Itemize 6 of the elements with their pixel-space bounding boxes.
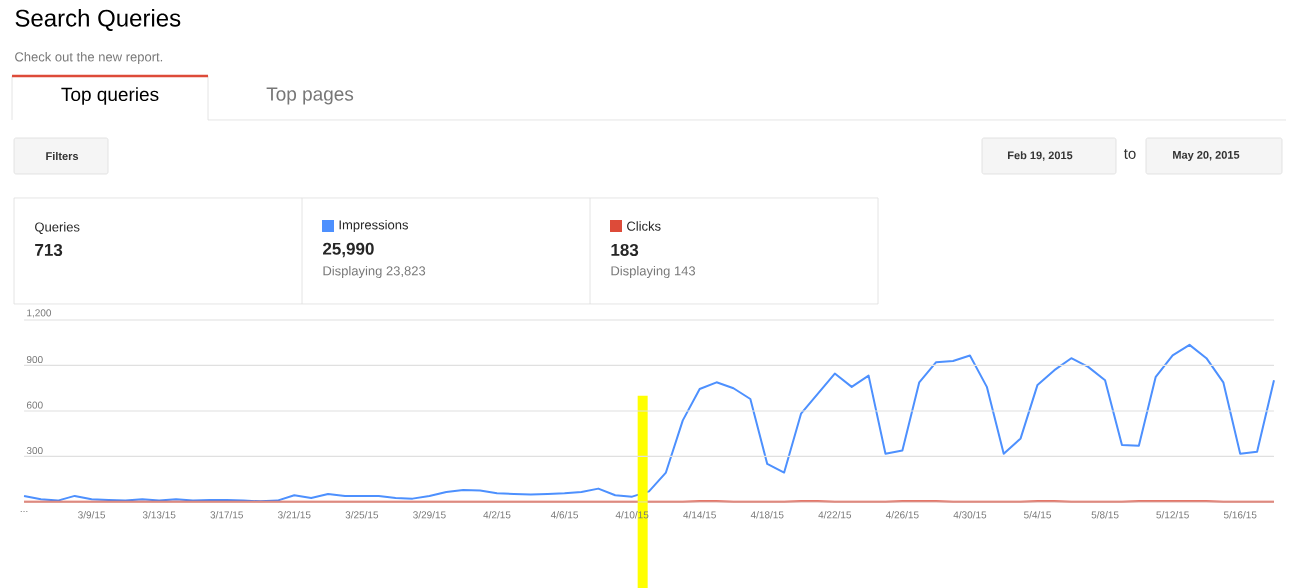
text: Top queries [61,87,159,105]
text: 25,990 [323,242,374,258]
text: 183 [611,243,639,257]
text: 713 [35,243,63,257]
chart-title: Search Queries [15,9,181,31]
text: Top pages [266,87,354,105]
